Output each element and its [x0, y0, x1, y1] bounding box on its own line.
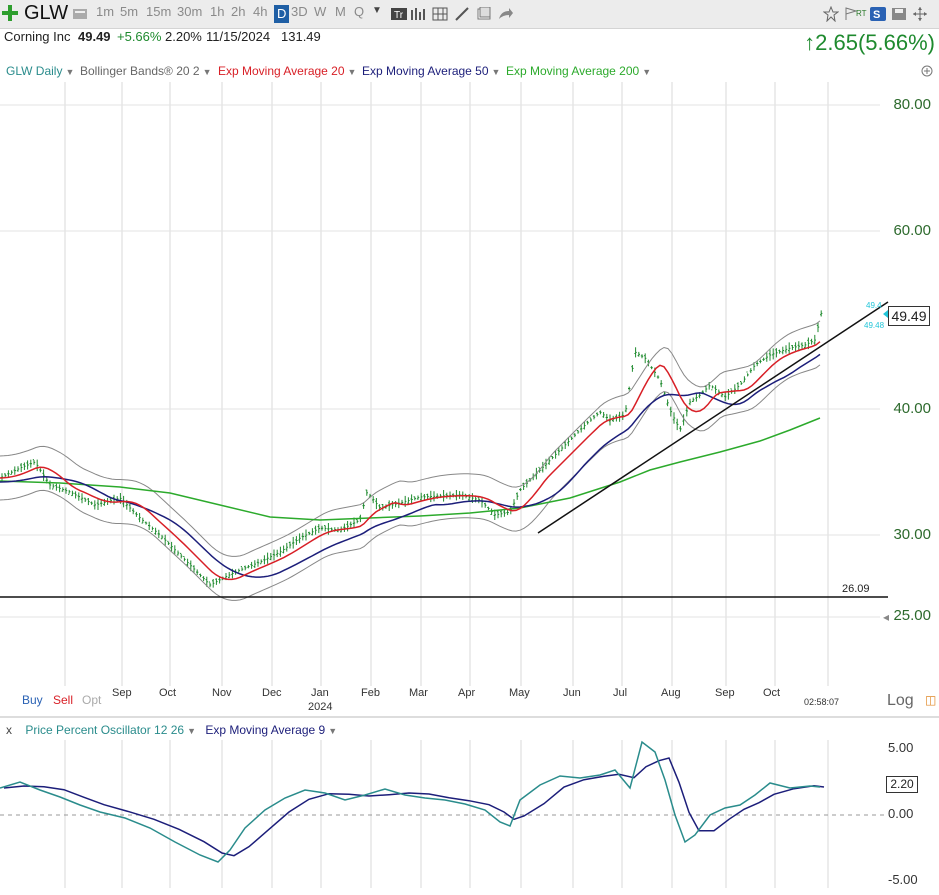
price-label-25: 25.00 [893, 607, 931, 624]
month-dec: Dec [262, 687, 282, 699]
add-symbol-icon[interactable] [2, 5, 18, 21]
bollinger-upper [0, 320, 821, 557]
opt-button[interactable]: Opt [82, 693, 102, 707]
notes-icon[interactable] [476, 6, 492, 21]
chart-time: 02:58:07 [804, 697, 840, 707]
osc-axis-neg5: -5.00 [888, 872, 918, 887]
move-icon[interactable] [912, 7, 928, 21]
month-may: May [509, 687, 530, 699]
ema-20-line [0, 341, 821, 581]
last-price-box: 49.49 [888, 306, 930, 326]
log-scale-toggle[interactable]: Log [887, 692, 914, 709]
company-name: Corning Inc [4, 29, 71, 44]
legend-bollinger[interactable]: Bollinger Bands® 20 2 ▼ [80, 64, 212, 78]
month-aug: Aug [661, 687, 681, 699]
legend-ema20[interactable]: Exp Moving Average 20 ▼ [218, 64, 357, 78]
quote-bar: Corning Inc 49.49 +5.66% 2.20% 11/15/202… [0, 28, 939, 58]
chevron-down-icon[interactable]: ▼ [372, 5, 382, 16]
rt-label: RT [856, 9, 867, 18]
timeframe-15m[interactable]: 15m [146, 4, 172, 19]
month-jun: Jun [563, 687, 581, 699]
month-sep: Sep [112, 687, 132, 699]
quote-volume: 131.49 [281, 29, 321, 44]
oscillator-legend: x Price Percent Oscillator 12 26 ▼ Exp Mo… [6, 723, 338, 737]
price-label-60: 60.00 [893, 222, 931, 239]
bars-settings-icon[interactable] [72, 7, 88, 21]
mini-label-1: 49.4 [866, 301, 882, 310]
month-jul: Jul [613, 687, 628, 699]
timeframe-q[interactable]: Q [354, 4, 365, 19]
month-nov: Nov [212, 687, 232, 699]
close-oscillator-button[interactable]: x [6, 723, 12, 737]
month-mar: Mar [409, 687, 428, 699]
last-price: 49.49 [78, 29, 111, 44]
oscillator-signal-name[interactable]: Exp Moving Average 9 [205, 723, 326, 737]
save-icon[interactable] [891, 7, 907, 21]
star-icon[interactable] [822, 5, 840, 23]
ema-50-line [0, 353, 821, 578]
text-tool-icon[interactable]: Tr [391, 7, 407, 21]
scale-icon[interactable]: ◫ [925, 693, 937, 707]
timeframe-w[interactable]: W [314, 4, 327, 19]
mini-label-2: 49.48 [864, 321, 885, 330]
price-label-30: 30.00 [893, 526, 931, 543]
oscillator-value: 2.20% [165, 29, 202, 44]
legend-glw-daily[interactable]: GLW Daily ▼ [6, 64, 75, 78]
month-oct-2: Oct [763, 687, 781, 699]
oscillator-line [0, 740, 821, 863]
quote-date: 11/15/2024 [206, 29, 271, 44]
toolbar: GLW 1m 5m 15m 30m 1h 2h 4h D 3D W M Q ▼ … [0, 0, 939, 29]
zoom-icon[interactable] [920, 64, 934, 81]
svg-text:S: S [873, 9, 880, 21]
timeframe-3d[interactable]: 3D [291, 4, 308, 19]
support-value-label: 26.09 [842, 583, 870, 595]
osc-axis-0: 0.00 [888, 806, 914, 821]
legend-ema200[interactable]: Exp Moving Average 200 ▼ [506, 64, 652, 78]
month-jan: Jan [311, 687, 329, 699]
change-percent: +5.66% [117, 29, 162, 44]
arrow-left-icon[interactable]: ◂ [883, 610, 890, 624]
osc-last-box: 2.20 [886, 776, 918, 793]
month-apr: Apr [458, 687, 476, 699]
timeframe-5m[interactable]: 5m [120, 4, 139, 19]
timeframe-2h[interactable]: 2h [231, 4, 246, 19]
price-label-80: 80.00 [893, 96, 931, 113]
grid-icon[interactable] [432, 7, 448, 21]
ema-200-line [0, 417, 821, 521]
timeframe-30m[interactable]: 30m [177, 4, 203, 19]
stockcharts-icon[interactable]: S [870, 7, 886, 21]
timeframe-4h[interactable]: 4h [253, 4, 268, 19]
price-label-40: 40.00 [893, 400, 931, 417]
legend-ema50[interactable]: Exp Moving Average 50 ▼ [362, 64, 501, 78]
sell-button[interactable]: Sell [53, 693, 74, 707]
trendline [537, 301, 889, 534]
symbol-input[interactable]: GLW [24, 2, 69, 24]
pencil-icon[interactable] [454, 7, 470, 21]
buy-button[interactable]: Buy [22, 693, 43, 707]
oscillator-signal-line [3, 757, 825, 857]
big-change: ↑2.65(5.66%) [804, 30, 935, 55]
timeframe-d[interactable]: D [274, 5, 290, 23]
svg-text:Tr: Tr [394, 10, 404, 21]
month-feb: Feb [361, 687, 380, 699]
month-sep-2: Sep [715, 687, 735, 699]
month-oct: Oct [159, 687, 177, 699]
timeframe-m[interactable]: M [335, 4, 346, 19]
flag-icon[interactable] [843, 7, 859, 21]
bollinger-lower [0, 364, 821, 601]
osc-axis-5: 5.00 [888, 740, 914, 755]
share-icon[interactable] [497, 7, 513, 21]
last-price-marker [883, 310, 888, 318]
timeframe-1m[interactable]: 1m [96, 4, 115, 19]
oscillator-name[interactable]: Price Percent Oscillator 12 26 [25, 723, 185, 737]
year-label: 2024 [308, 701, 333, 713]
bar-chart-icon[interactable] [410, 7, 426, 21]
timeframe-1h[interactable]: 1h [210, 4, 225, 19]
